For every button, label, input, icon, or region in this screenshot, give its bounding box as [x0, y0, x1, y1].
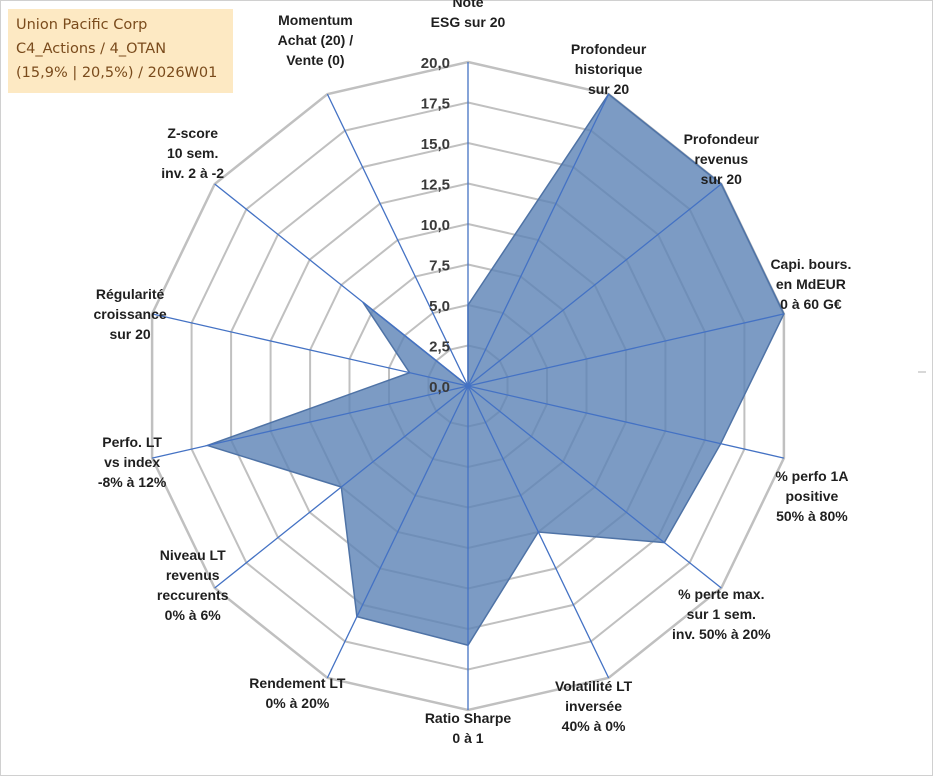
axis-label: sur 20	[701, 171, 742, 187]
axis-label: Profondeur	[684, 131, 760, 147]
axis-spoke	[467, 93, 610, 387]
axis-label: Capi. bours.	[770, 256, 851, 272]
axis-spoke	[151, 313, 469, 387]
axis-spoke	[467, 385, 722, 589]
axis-spoke	[467, 313, 785, 387]
axis-label: historique	[575, 61, 643, 77]
axis-label: Niveau LT	[160, 547, 226, 563]
tick-label: 5,0	[429, 298, 450, 315]
axis-spoke	[214, 183, 469, 387]
axis-label: positive	[785, 488, 838, 504]
axis-label: Momentum	[278, 12, 353, 28]
axis-spoke	[151, 385, 469, 459]
axis-label: Vente (0)	[286, 52, 344, 68]
axis-label: 0 à 1	[452, 730, 483, 746]
axis-label: 0 à 60 G€	[780, 296, 842, 312]
axis-label: 0% à 6%	[165, 607, 222, 623]
axis-label: Profondeur	[571, 41, 647, 57]
axis-label: inv. 50% à 20%	[672, 626, 771, 642]
axis-label: Perfo. LT	[102, 434, 162, 450]
axis-label: 40% à 0%	[562, 718, 626, 734]
axis-label: Note	[452, 0, 483, 10]
axis-label: croissance	[94, 306, 167, 322]
right-edge-marker	[918, 371, 926, 373]
axis-label: Régularité	[96, 286, 165, 302]
axis-label: Ratio Sharpe	[425, 710, 512, 726]
axis-spoke	[467, 183, 722, 387]
axis-spoke	[214, 385, 469, 589]
axis-label: revenus	[166, 567, 220, 583]
axis-label: sur 1 sem.	[687, 606, 756, 622]
axis-spoke	[326, 385, 469, 679]
axis-label: Volatilité LT	[555, 678, 633, 694]
axis-label: revenus	[694, 151, 748, 167]
info-category: C4_Actions / 4_OTAN	[16, 41, 167, 57]
tick-label: 2,5	[429, 339, 450, 356]
tick-label: 0,0	[429, 379, 450, 396]
axis-label: Achat (20) /	[278, 32, 354, 48]
info-company: Union Pacific Corp	[16, 17, 148, 33]
axis-spoke	[467, 385, 785, 459]
axis-label: inversée	[565, 698, 622, 714]
radar-spokes	[151, 62, 785, 710]
axis-label: inv. 2 à -2	[161, 165, 224, 181]
tick-label: 7,5	[429, 258, 450, 275]
axis-label: 50% à 80%	[776, 508, 848, 524]
axis-label: % perte max.	[678, 586, 764, 602]
tick-label: 20,0	[421, 55, 450, 72]
axis-spoke	[467, 385, 610, 679]
info-box: Union Pacific Corp C4_Actions / 4_OTAN (…	[8, 9, 233, 93]
info-period: (15,9% | 20,5%) / 2026W01	[16, 65, 218, 81]
axis-label: ESG sur 20	[431, 14, 506, 30]
tick-label: 15,0	[421, 136, 450, 153]
axis-label: Z-score	[167, 125, 218, 141]
series-area	[205, 93, 785, 647]
axis-label: sur 20	[588, 81, 629, 97]
axis-label: sur 20	[109, 326, 150, 342]
axis-label: % perfo 1A	[775, 468, 848, 484]
axis-label: -8% à 12%	[98, 474, 167, 490]
axis-label: vs index	[104, 454, 160, 470]
axis-label: 10 sem.	[167, 145, 218, 161]
axis-label: Rendement LT	[249, 675, 346, 691]
axis-label: en MdEUR	[776, 276, 846, 292]
axis-label: reccurents	[157, 587, 229, 603]
tick-label: 10,0	[421, 217, 450, 234]
axis-spoke	[326, 93, 469, 387]
axis-label: 0% à 20%	[265, 695, 329, 711]
tick-label: 17,5	[421, 96, 450, 113]
tick-label: 12,5	[421, 177, 450, 194]
